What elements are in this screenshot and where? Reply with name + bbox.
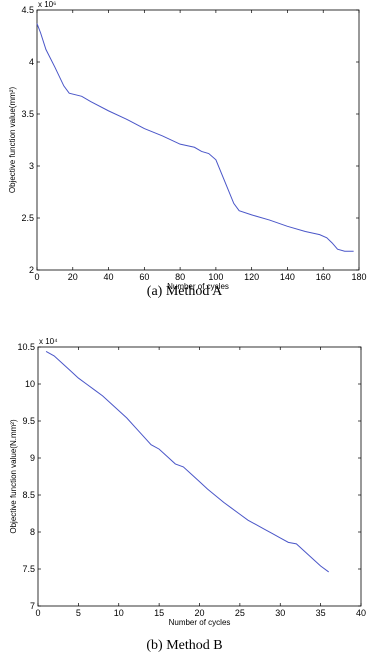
method-b-y-tick-label: 10.5 [17,342,35,352]
method-b-series-line [45,351,329,573]
method-a-x-axis-label: Number of cycles [167,282,229,291]
method-b-x-tick-label: 35 [316,608,326,618]
figure-method-b: 0 5 10 15 20 25 30 35 40 7 7.5 8 8.5 9 9.5 10 10.5 x 10⁴ N… [0,333,369,666]
chart-method-a: 0 20 40 60 80 100 120 140 160 180 2 2.5 3 3.5 4 4.5 x 10… [8,0,367,291]
method-b-x-tick-label: 0 [35,608,40,618]
method-a-y-tick-label: 4 [29,57,34,67]
method-a-exponent-label: x 10⁶ [38,0,56,9]
method-b-x-tick-label: 15 [154,608,164,618]
method-a-x-tick-label: 160 [316,272,331,282]
method-b-y-axis-label: Objective function value(N.mm²) [9,419,18,534]
method-b-x-tick-label: 10 [114,608,124,618]
method-b-plot-frame [37,346,362,607]
method-b-x-tick-label: 30 [275,608,285,618]
method-a-y-tick-label: 3.5 [21,109,34,119]
method-b-y-tick-label: 8.5 [22,490,35,500]
method-a-x-tick-label: 140 [280,272,295,282]
method-a-y-tick-label: 3 [29,161,34,171]
method-a-x-tick-label: 180 [351,272,366,282]
chart-method-b: 0 5 10 15 20 25 30 35 40 7 7.5 8 8.5 9 9.5 10 10.5 x 10⁴ N… [9,337,366,627]
method-b-x-axis-label: Number of cycles [169,618,231,627]
caption-method-b: (b) Method B [146,638,223,653]
method-a-y-tick-label: 4.5 [21,5,34,15]
method-b-y-tick-label: 9.5 [22,416,35,426]
method-a-y-tick-label: 2.5 [21,213,34,223]
method-b-y-tick-label: 10 [25,379,35,389]
caption-method-a: (a) Method A [146,284,223,299]
method-a-x-tick-label: 60 [139,272,149,282]
method-a-y-axis-label: Objective function value(mm²) [8,87,17,194]
method-b-y-tick-label: 8 [30,527,35,537]
method-a-y-tick-label: 2 [29,265,34,275]
figure-method-a: 0 20 40 60 80 100 120 140 160 180 2 2.5 3 3.5 4 4.5 x 10… [8,0,367,299]
method-b-exponent-label: x 10⁴ [39,337,58,346]
method-b-x-tick-label: 40 [356,608,366,618]
method-a-x-tick-label: 80 [175,272,185,282]
method-b-y-tick-label: 7 [30,601,35,611]
method-a-x-tick-label: 0 [34,272,39,282]
method-a-series-line [36,23,354,252]
method-a-x-tick-label: 100 [208,272,223,282]
method-b-y-tick-label: 7.5 [22,564,35,574]
method-b-x-tick-label: 20 [194,608,204,618]
method-a-x-tick-label: 20 [68,272,78,282]
method-a-x-tick-label: 40 [104,272,114,282]
method-a-plot-frame [36,9,360,271]
method-b-x-tick-label: 5 [76,608,81,618]
method-b-x-tick-label: 25 [235,608,245,618]
method-a-x-tick-label: 120 [244,272,259,282]
method-b-y-tick-label: 9 [30,453,35,463]
